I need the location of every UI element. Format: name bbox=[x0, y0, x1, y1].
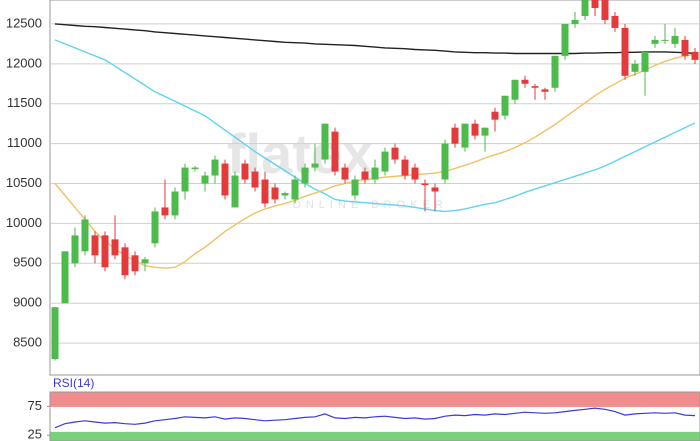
candle-body bbox=[311, 163, 319, 168]
candle-body bbox=[271, 187, 279, 200]
candle-body bbox=[351, 179, 359, 196]
candle-body bbox=[291, 179, 299, 200]
candle-body bbox=[461, 123, 469, 148]
candle-body bbox=[541, 89, 549, 92]
candle-body bbox=[401, 159, 409, 176]
candle-body bbox=[261, 179, 269, 204]
rsi-line bbox=[54, 407, 696, 429]
candle-body bbox=[551, 55, 559, 88]
candle-body bbox=[611, 15, 619, 28]
watermark-tagline: ONLINE BROKER bbox=[292, 199, 447, 211]
candle-body bbox=[661, 39, 669, 41]
candle-body bbox=[411, 167, 419, 180]
candle-body bbox=[491, 111, 499, 120]
candle-body bbox=[131, 255, 139, 272]
candle-body bbox=[521, 79, 529, 84]
y-tick-label: 8500 bbox=[13, 335, 42, 350]
candle-body bbox=[421, 183, 429, 186]
rsi-title: RSI(14) bbox=[53, 376, 94, 390]
y-tick-label: 9000 bbox=[13, 295, 42, 310]
y-tick-label: 11500 bbox=[7, 95, 42, 110]
candle-body bbox=[121, 247, 129, 276]
y-tick-label: 11000 bbox=[7, 135, 42, 150]
candle-body bbox=[61, 251, 69, 304]
candle-body bbox=[681, 39, 689, 56]
moving-average bbox=[54, 23, 696, 55]
candle-body bbox=[141, 259, 149, 264]
candle-body bbox=[441, 143, 449, 180]
y-tick-label: 10000 bbox=[6, 215, 42, 230]
candle-body bbox=[251, 171, 259, 188]
candle-body bbox=[211, 159, 219, 176]
candle-body bbox=[321, 123, 329, 160]
candle-body bbox=[651, 39, 659, 44]
candle-body bbox=[51, 307, 59, 360]
candle-body bbox=[171, 191, 179, 216]
y-tick-label: 12500 bbox=[6, 15, 42, 30]
rsi-zone bbox=[49, 391, 700, 407]
candle-body bbox=[201, 175, 209, 184]
candle-body bbox=[241, 163, 249, 180]
candle-body bbox=[381, 151, 389, 172]
candle-body bbox=[641, 51, 649, 72]
candle-body bbox=[181, 167, 189, 192]
candle-body bbox=[221, 163, 229, 196]
candle-body bbox=[691, 51, 699, 60]
candle-body bbox=[531, 86, 539, 88]
candle-body bbox=[111, 239, 119, 256]
candle-body bbox=[81, 219, 89, 252]
moving-average bbox=[54, 39, 696, 213]
candle-body bbox=[391, 147, 399, 160]
candle-body bbox=[601, 0, 609, 20]
candle-body bbox=[471, 123, 479, 136]
y-tick-label: 10500 bbox=[6, 175, 42, 190]
watermark-brand: flatex bbox=[227, 122, 373, 185]
plot-frame bbox=[49, 0, 700, 376]
candle-body bbox=[631, 63, 639, 72]
rsi-zone bbox=[49, 431, 700, 441]
y-tick-label: 12000 bbox=[6, 55, 42, 70]
y-tick-label: 75 bbox=[28, 398, 42, 413]
candle-body bbox=[501, 95, 509, 116]
candle-body bbox=[431, 187, 439, 192]
candle-body bbox=[231, 175, 239, 208]
candle-body bbox=[571, 19, 579, 24]
candle-body bbox=[91, 235, 99, 256]
candle-body bbox=[371, 167, 379, 180]
candle-body bbox=[331, 131, 339, 172]
candle-body bbox=[621, 27, 629, 76]
candle-body bbox=[281, 193, 289, 196]
candle-body bbox=[591, 0, 599, 8]
candle-body bbox=[301, 167, 309, 184]
candle-body bbox=[151, 211, 159, 244]
candle-body bbox=[101, 235, 109, 268]
candle-body bbox=[581, 0, 589, 16]
candle-body bbox=[511, 79, 519, 100]
candle-body bbox=[451, 127, 459, 144]
candle-body bbox=[671, 35, 679, 44]
candle-body bbox=[161, 207, 169, 216]
candle-body bbox=[191, 167, 199, 170]
candle-body bbox=[361, 171, 369, 180]
candle-body bbox=[341, 167, 349, 180]
y-tick-label: 25 bbox=[28, 427, 42, 441]
candle-body bbox=[71, 235, 79, 264]
rsi-frame bbox=[49, 391, 700, 441]
candle-body bbox=[481, 127, 489, 136]
y-tick-label: 9500 bbox=[13, 255, 42, 270]
candle-body bbox=[561, 23, 569, 56]
